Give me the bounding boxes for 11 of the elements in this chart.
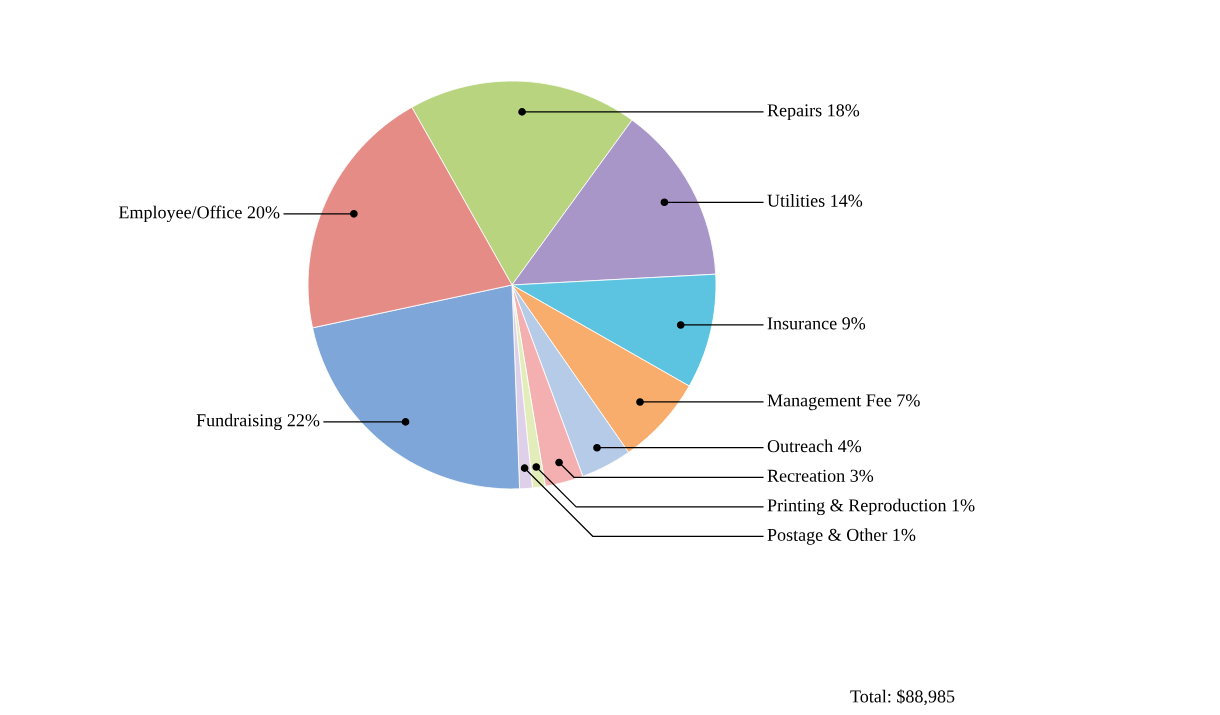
- slice-label: Postage & Other 1%: [767, 528, 916, 545]
- text: Total: $88,985: [850, 689, 955, 706]
- slice-label: Fundraising 22%: [196, 413, 320, 431]
- slice-label: Recreation 3%: [767, 469, 874, 482]
- slice-label: Insurance 9%: [767, 317, 866, 330]
- slice-label: Utilities 14%: [767, 194, 863, 207]
- slice-label: Management Fee 7%: [767, 394, 920, 411]
- slice-label: Printing & Reproduction 1%: [767, 498, 975, 516]
- slice-label: Employee/Office 20%: [118, 205, 280, 223]
- slice-label: Outreach 4%: [767, 439, 862, 453]
- slice-label: Repairs 18%: [767, 104, 860, 121]
